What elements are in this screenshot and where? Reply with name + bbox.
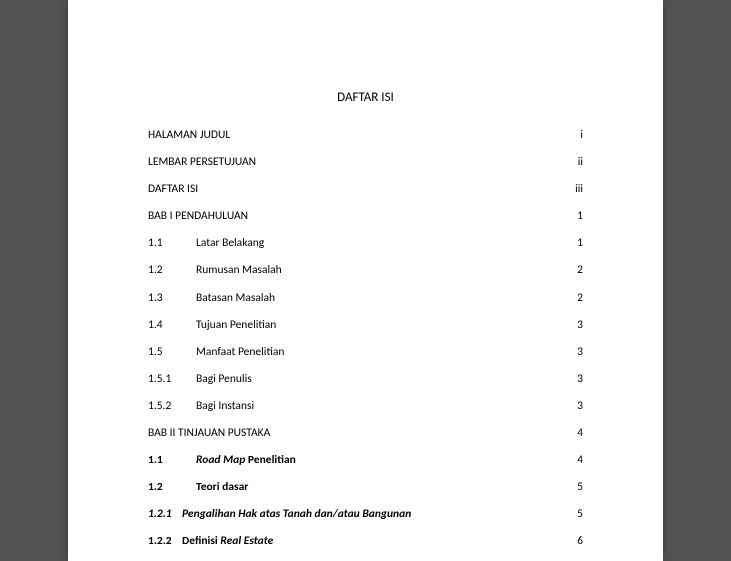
toc-row: LEMBAR PERSETUJUAN ii [148,154,583,170]
toc-entry-label: BAB I PENDAHULUAN [148,208,248,224]
toc-row: 1.2Rumusan Masalah 2 [148,262,583,278]
toc-entry-left: DAFTAR ISI [148,181,198,197]
toc-entry-number: 1.2 [148,479,196,495]
toc-row: 1.5.1Bagi Penulis 3 [148,371,583,387]
toc-entry-label: Bagi Penulis [196,371,252,387]
toc-row: 1.2.1Pengalihan Hak atas Tanah dan/atau … [148,506,583,522]
toc-entry-number: 1.5.1 [148,371,196,387]
toc-entry-left: 1.2.1Pengalihan Hak atas Tanah dan/atau … [148,506,411,522]
toc-entry-number: 1.2.2 [148,533,182,549]
toc-entry-left: 1.5.1Bagi Penulis [148,371,252,387]
toc-entry-page: 2 [563,262,583,278]
toc-row: DAFTAR ISI iii [148,181,583,197]
toc-entry-number: 1.2 [148,262,196,278]
toc-entry-label: Teori dasar [196,479,248,495]
toc-entry-label: Latar Belakang [196,235,264,251]
toc-entry-page: 3 [563,398,583,414]
page-title: DAFTAR ISI [148,90,583,105]
toc-entry-number: 1.1 [148,235,196,251]
toc-entry-number: 1.2.1 [148,506,182,522]
table-of-contents: HALAMAN JUDUL i LEMBAR PERSETUJUAN ii DAFTAR… [148,127,583,550]
toc-row: 1.3Batasan Masalah 2 [148,290,583,306]
toc-entry-page: 3 [563,317,583,333]
toc-entry-label: LEMBAR PERSETUJUAN [148,154,256,170]
toc-entry-page: 1 [563,235,583,251]
toc-entry-label: Road Map Penelitian [196,452,296,468]
toc-entry-left: BAB II TINJAUAN PUSTAKA [148,425,270,441]
toc-row: HALAMAN JUDUL i [148,127,583,143]
toc-entry-page: 5 [563,479,583,495]
toc-entry-label: Bagi Instansi [196,398,254,414]
toc-entry-left: 1.2.2Definisi Real Estate [148,533,273,549]
toc-entry-number: 1.4 [148,317,196,333]
toc-entry-page: ii [563,154,583,170]
toc-entry-number: 1.3 [148,290,196,306]
toc-row: BAB II TINJAUAN PUSTAKA 4 [148,425,583,441]
toc-row: 1.4Tujuan Penelitian 3 [148,317,583,333]
toc-entry-label: BAB II TINJAUAN PUSTAKA [148,425,270,441]
toc-entry-left: 1.2Rumusan Masalah [148,262,282,278]
toc-row: 1.1Latar Belakang 1 [148,235,583,251]
toc-entry-left: 1.1Road Map Penelitian [148,452,296,468]
toc-entry-number: 1.5.2 [148,398,196,414]
toc-entry-left: 1.5.2Bagi Instansi [148,398,254,414]
toc-entry-page: 3 [563,344,583,360]
toc-entry-page: 5 [563,506,583,522]
toc-entry-left: 1.2Teori dasar [148,479,248,495]
toc-entry-label: Pengalihan Hak atas Tanah dan/atau Bangu… [182,506,411,522]
toc-entry-page: 2 [563,290,583,306]
toc-row: 1.2Teori dasar 5 [148,479,583,495]
document-page: DAFTAR ISI HALAMAN JUDUL i LEMBAR PERSETUJ… [68,0,663,561]
toc-entry-page: 4 [563,425,583,441]
toc-entry-label: HALAMAN JUDUL [148,127,230,143]
toc-entry-left: LEMBAR PERSETUJUAN [148,154,256,170]
toc-entry-label: Batasan Masalah [196,290,275,306]
toc-entry-label: Manfaat Penelitian [196,344,284,360]
toc-entry-label: DAFTAR ISI [148,181,198,197]
toc-entry-page: i [563,127,583,143]
toc-row: 1.5.2Bagi Instansi 3 [148,398,583,414]
toc-entry-page: iii [563,181,583,197]
toc-row: 1.2.2Definisi Real Estate 6 [148,533,583,549]
toc-entry-label: Tujuan Penelitian [196,317,276,333]
toc-entry-page: 4 [563,452,583,468]
toc-entry-left: 1.3Batasan Masalah [148,290,275,306]
toc-row: 1.1Road Map Penelitian 4 [148,452,583,468]
toc-entry-number: 1.5 [148,344,196,360]
toc-entry-page: 3 [563,371,583,387]
toc-row: BAB I PENDAHULUAN 1 [148,208,583,224]
toc-entry-page: 1 [563,208,583,224]
toc-entry-left: HALAMAN JUDUL [148,127,230,143]
toc-entry-left: BAB I PENDAHULUAN [148,208,248,224]
toc-entry-page: 6 [563,533,583,549]
toc-row: 1.5Manfaat Penelitian 3 [148,344,583,360]
toc-entry-left: 1.4Tujuan Penelitian [148,317,276,333]
toc-entry-left: 1.1Latar Belakang [148,235,264,251]
toc-entry-left: 1.5Manfaat Penelitian [148,344,284,360]
toc-entry-label: Rumusan Masalah [196,262,282,278]
toc-entry-number: 1.1 [148,452,196,468]
toc-entry-label: Definisi Real Estate [182,533,273,549]
